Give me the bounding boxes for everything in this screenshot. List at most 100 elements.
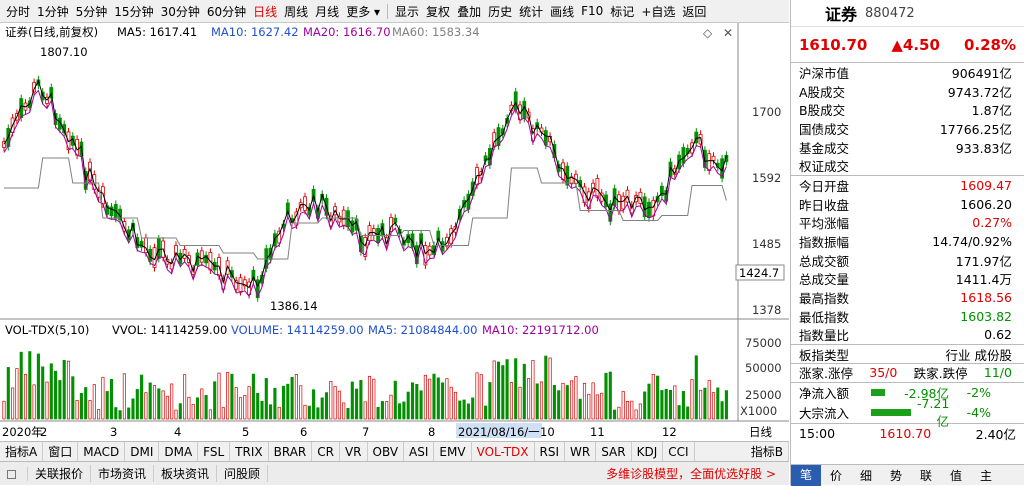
net-inflow-row: 净流入额 -2.98亿 -2%	[791, 383, 1024, 403]
market-stat-row: B股成交 1.87亿	[791, 100, 1024, 119]
indicator-tab[interactable]: OBV	[368, 441, 405, 462]
period-60min[interactable]: 60分钟	[206, 4, 247, 19]
sector-type-value[interactable]: 行业 成份股	[945, 347, 1012, 363]
sector-news-tab[interactable]: 板块资讯	[154, 465, 218, 482]
ma20-readout: MA20: 1616.70	[303, 25, 391, 39]
period-15min[interactable]: 15分钟	[114, 4, 154, 19]
period-30min[interactable]: 30分钟	[160, 4, 200, 19]
index-stat-label: 指数振幅	[799, 235, 850, 251]
diamond-icon[interactable]: ◇	[703, 26, 713, 40]
indicator-tab[interactable]: CR	[312, 441, 340, 462]
period-day[interactable]: 日线	[253, 4, 278, 19]
history-button[interactable]: 历史	[488, 4, 513, 19]
stock-header: 证券 880472	[791, 0, 1024, 27]
indicator-b-tab[interactable]: 指标B	[746, 441, 789, 462]
tick-volume: 2.40亿	[975, 426, 1016, 442]
market-stat-label: A股成交	[799, 84, 846, 100]
overlay-button[interactable]: 叠加	[457, 4, 482, 19]
indicator-tab[interactable]: WR	[565, 441, 597, 462]
index-stat-value: 171.97亿	[955, 253, 1012, 269]
period-1min[interactable]: 1分钟	[37, 4, 69, 19]
y-tick-1485: 1485	[752, 237, 781, 251]
indicator-tab[interactable]: SAR	[596, 441, 632, 462]
kline-chart[interactable]: 证券(日线,前复权) MA5: 1617.41 MA10: 1627.42 MA…	[0, 23, 789, 443]
ma10-readout: MA10: 1627.42	[211, 25, 299, 39]
indicator-tab[interactable]: VOL-TDX	[472, 441, 535, 462]
display-button[interactable]: 显示	[395, 4, 420, 19]
indicator-tab[interactable]: DMA	[159, 441, 199, 462]
draw-button[interactable]: 画线	[550, 4, 575, 19]
sector-type-row: 板指类型 行业 成份股	[791, 345, 1024, 364]
vol-tick-25000: 25000	[745, 388, 782, 402]
indicator-tab[interactable]: MACD	[78, 441, 126, 462]
x-axis-label: 5	[242, 425, 249, 439]
period-fenshi[interactable]: 分时	[6, 4, 31, 19]
up-count: 35/0	[869, 365, 898, 381]
net-inflow-bar	[871, 389, 885, 397]
index-stat-value: 1606.20	[960, 196, 1012, 212]
ma5-readout: MA5: 1617.41	[117, 25, 197, 39]
indicator-tab[interactable]: RSI	[535, 441, 566, 462]
vol-title: VOL-TDX(5,10)	[5, 323, 89, 337]
index-stats-group: 今日开盘 1609.47 昨日收盘 1606.20 平均涨幅 0.27% 指数振幅 14.74…	[791, 176, 1024, 346]
indicator-tab[interactable]: DMI	[125, 441, 160, 462]
back-button[interactable]: 返回	[682, 4, 707, 19]
net-inflow-pct: -2%	[966, 385, 991, 401]
x-axis-label: 12	[662, 425, 677, 439]
indicator-tab[interactable]: BRAR	[269, 441, 313, 462]
panel-tab[interactable]: 细	[859, 468, 872, 483]
indicator-tab[interactable]: 指标A	[0, 441, 44, 462]
f10-button[interactable]: F10	[581, 4, 604, 18]
promo-link[interactable]: 多维诊股模型，全面优选好股 >	[606, 467, 776, 481]
mark-button[interactable]: 标记	[610, 4, 635, 19]
adjust-button[interactable]: 复权	[426, 4, 451, 19]
index-stat-row: 平均涨幅 0.27%	[791, 214, 1024, 233]
panel-tab[interactable]: 价	[829, 468, 842, 483]
add-watchlist-button[interactable]: +自选	[641, 4, 676, 19]
indicator-tab[interactable]: ASI	[404, 441, 435, 462]
x-axis-label: 8	[428, 425, 435, 439]
layout-icon[interactable]	[0, 466, 28, 481]
related-quotes-tab[interactable]: 关联报价	[28, 465, 92, 482]
panel-tab[interactable]: 势	[889, 468, 902, 483]
indicator-tab[interactable]: VR	[340, 441, 368, 462]
indicator-tab[interactable]: FSL	[198, 441, 231, 462]
period-week[interactable]: 周线	[284, 4, 309, 19]
market-stat-row: 权证成交	[791, 156, 1024, 175]
x-axis-label: 3	[110, 425, 117, 439]
period-more[interactable]: 更多 ▾	[346, 4, 381, 19]
panel-tab[interactable]: 笔	[791, 464, 821, 486]
indicator-tab[interactable]: TRIX	[230, 441, 269, 462]
indicator-tab[interactable]: 窗口	[43, 441, 79, 462]
indicator-tab[interactable]: CCI	[663, 441, 695, 462]
block-inflow-value: -7.21亿	[917, 395, 950, 429]
indicator-tab[interactable]: KDJ	[632, 441, 664, 462]
market-news-tab[interactable]: 市场资讯	[91, 465, 155, 482]
period-month[interactable]: 月线	[315, 4, 340, 19]
vvol-readout: VVOL: 14114259.00	[112, 323, 227, 337]
stock-name: 证券	[825, 5, 858, 24]
panel-tab[interactable]: 值	[949, 468, 962, 483]
ask-advisor-tab[interactable]: 问股顾	[217, 465, 269, 482]
market-stat-label: 沪深市值	[799, 65, 850, 81]
period-5min[interactable]: 5分钟	[75, 4, 108, 19]
indicator-tab[interactable]: EMV	[434, 441, 472, 462]
block-inflow-row: 大宗流入 -7.21亿 -4%	[791, 396, 1024, 429]
tick-time: 15:00	[799, 425, 836, 441]
market-volume-group: 沪深市值 906491亿 A股成交 9743.72亿 B股成交 1.87亿 国债成交 1776…	[791, 63, 1024, 177]
index-stat-value: 1609.47	[960, 177, 1012, 193]
panel-tab[interactable]: 主	[979, 468, 992, 483]
period-label: 日线	[749, 425, 772, 439]
market-stat-value: 17766.25亿	[939, 121, 1012, 137]
y-tick-1700: 1700	[752, 105, 781, 119]
index-stat-row: 总成交额 171.97亿	[791, 251, 1024, 270]
panel-tab[interactable]: 联	[919, 468, 932, 483]
stats-button[interactable]: 统计	[519, 4, 544, 19]
index-stat-value: 14.74/0.92%	[932, 234, 1012, 250]
y-tick-1378: 1378	[752, 303, 781, 317]
vol-unit: X1000	[740, 404, 777, 418]
index-stat-value: 0.27%	[972, 215, 1012, 231]
close-icon[interactable]: ✕	[723, 26, 733, 40]
panel-tabs: 笔价 细 势 联 值 主	[791, 464, 1024, 486]
price-row: 1610.70 ▲4.50 0.28%	[791, 27, 1024, 63]
